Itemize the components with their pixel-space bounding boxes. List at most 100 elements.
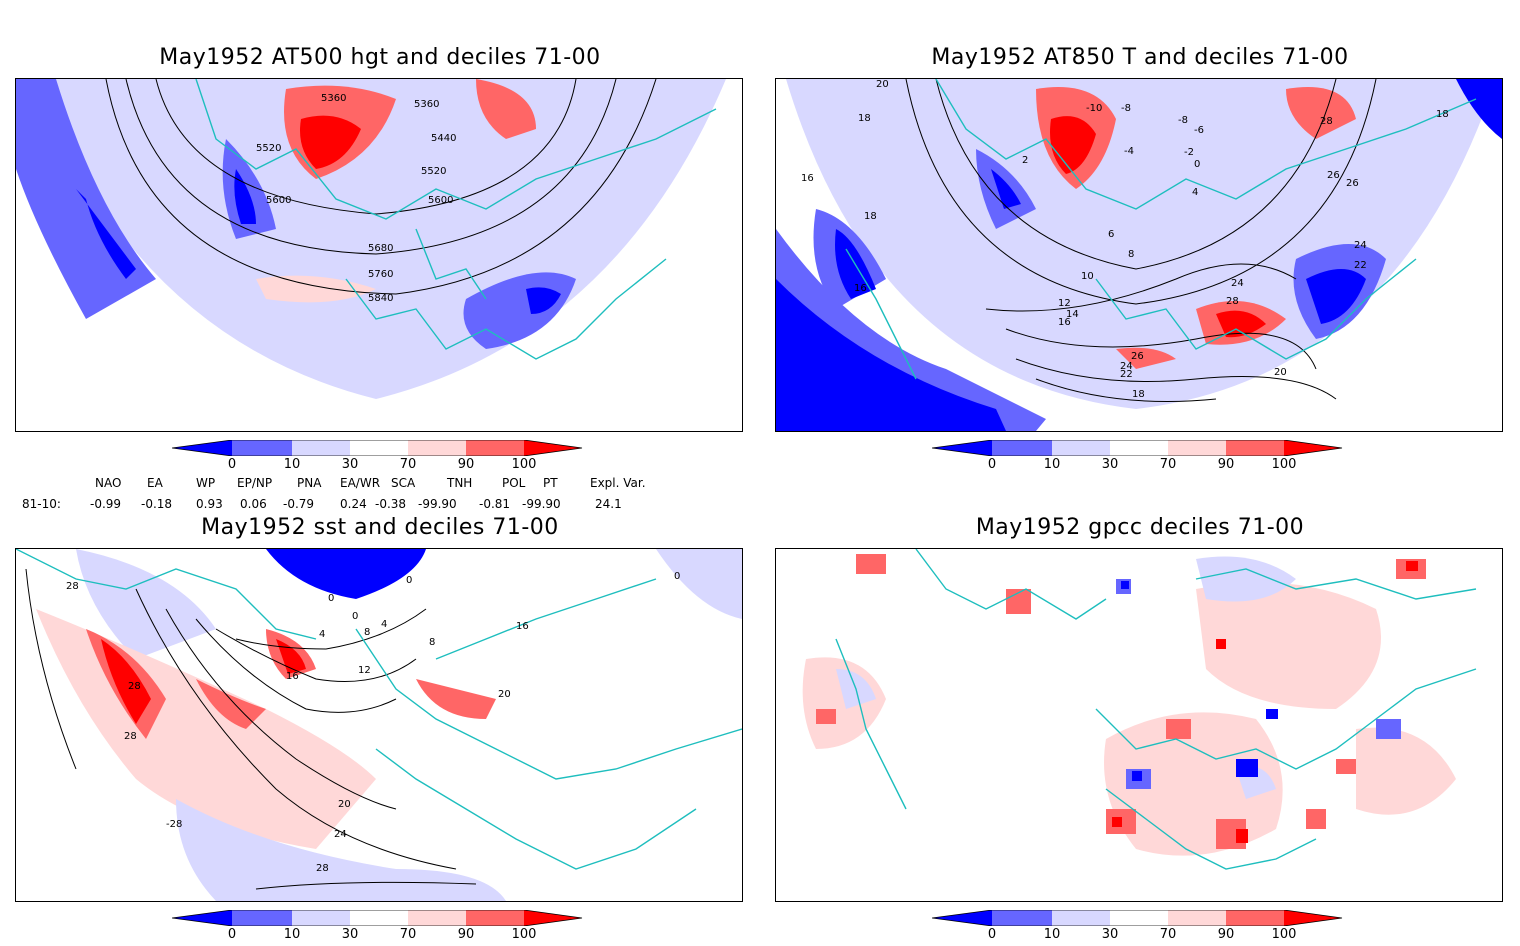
- map-at850-svg: 20 18 16 18 16 2 -10 -8 -8 -6 -4 -2 0 4 …: [776, 79, 1502, 431]
- index-header: SCA: [391, 476, 416, 490]
- colorbar-label: 90: [1217, 927, 1235, 942]
- index-value: -0.38: [375, 497, 407, 511]
- index-value: 24.1: [595, 497, 622, 511]
- panel-title-at850: May1952 AT850 T and deciles 71-00: [931, 45, 1349, 70]
- colorbar-label: 0: [227, 457, 237, 472]
- contour-label: 5440: [431, 133, 456, 144]
- contour-label: 26: [1327, 170, 1340, 181]
- index-value: -0.18: [141, 497, 173, 511]
- colorbar-label: 70: [1159, 927, 1177, 942]
- colorbar-label: 90: [457, 927, 475, 942]
- contour-label: 10: [1081, 271, 1094, 282]
- contour-label: 16: [516, 621, 529, 632]
- contour-label: 5520: [256, 143, 281, 154]
- contour-label: 28: [124, 731, 137, 742]
- contour-label: 5520: [421, 166, 446, 177]
- colorbar-label: 30: [1101, 457, 1119, 472]
- colorbar-label: 100: [1271, 457, 1297, 472]
- contour-label: 18: [1132, 389, 1145, 400]
- map-gpcc: [775, 548, 1503, 902]
- contour-label: 26: [1346, 178, 1359, 189]
- contour-label: 28: [1320, 116, 1333, 127]
- contour-label: 28: [66, 581, 79, 592]
- contour-label: -10: [1086, 103, 1102, 114]
- contour-label: 20: [876, 79, 889, 90]
- contour-label: 22: [1354, 260, 1367, 271]
- contour-label: 20: [1274, 367, 1287, 378]
- contour-label: -6: [1194, 125, 1204, 136]
- contour-label: 20: [338, 799, 351, 810]
- contour-label: 0: [352, 611, 358, 622]
- contour-label: 5760: [368, 269, 393, 280]
- contour-label: 0: [674, 571, 680, 582]
- index-value: 0.93: [196, 497, 223, 511]
- contour-label: 24: [1354, 240, 1367, 251]
- map-sst-svg: 28 28 28 28 24 20 16 12 8 4 0 0 4 8 0 16…: [16, 549, 742, 901]
- contour-label: 0: [1194, 159, 1200, 170]
- contour-label: 5600: [428, 195, 453, 206]
- index-value: -0.79: [283, 497, 315, 511]
- contour-label: 5600: [266, 195, 291, 206]
- contour-label: -8: [1121, 103, 1131, 114]
- colorbar-label: 0: [987, 457, 997, 472]
- index-header: PNA: [297, 476, 322, 490]
- colorbar-label: 10: [1043, 927, 1061, 942]
- index-value: -99.90: [522, 497, 561, 511]
- colorbar-label: 30: [341, 927, 359, 942]
- index-header: PT: [543, 476, 558, 490]
- colorbar-label: 70: [1159, 457, 1177, 472]
- colorbar-label: 100: [511, 927, 537, 942]
- colorbar-label: 10: [283, 927, 301, 942]
- index-value: -0.99: [90, 497, 122, 511]
- map-at500-svg: 5360 5360 5440 5520 5520 5600 5600 5680 …: [16, 79, 742, 431]
- contour-label: 0: [406, 575, 412, 586]
- index-header: EA: [147, 476, 163, 490]
- contour-label: 18: [858, 113, 871, 124]
- colorbar-label: 0: [227, 927, 237, 942]
- index-header: WP: [196, 476, 216, 490]
- contour-label: 0: [328, 593, 334, 604]
- map-at850-t: 20 18 16 18 16 2 -10 -8 -8 -6 -4 -2 0 4 …: [775, 78, 1503, 432]
- contour-label: 28: [1226, 296, 1239, 307]
- index-value: -0.81: [479, 497, 511, 511]
- colorbar-label: 70: [399, 927, 417, 942]
- teleconnection-index-table: NAO EA WP EP/NP PNA EA/WR SCA TNH POL PT…: [0, 472, 700, 512]
- contour-label: 24: [1231, 278, 1244, 289]
- contour-label: 18: [1436, 109, 1449, 120]
- index-header: POL: [502, 476, 526, 490]
- colorbar-svg: [931, 439, 1343, 457]
- contour-label: 28: [316, 863, 329, 874]
- contour-label: 8: [364, 627, 370, 638]
- contour-label: 4: [1192, 187, 1198, 198]
- contour-label: -2: [1184, 147, 1194, 158]
- colorbar-svg: [171, 909, 583, 927]
- contour-label: 18: [864, 211, 877, 222]
- contour-label: 20: [498, 689, 511, 700]
- contour-label: 6: [1108, 229, 1114, 240]
- colorbar-p4: 0 10 30 70 90 100: [931, 909, 1352, 946]
- contour-label: 5360: [321, 93, 346, 104]
- colorbar-label: 10: [1043, 457, 1061, 472]
- contour-label: 8: [429, 637, 435, 648]
- index-header: NAO: [95, 476, 122, 490]
- colorbar-svg: [171, 439, 583, 457]
- colorbar-label: 90: [457, 457, 475, 472]
- panel-title-gpcc: May1952 gpcc deciles 71-00: [975, 515, 1305, 540]
- index-value: 0.24: [340, 497, 367, 511]
- contour-label: 16: [286, 671, 299, 682]
- contour-label: 5840: [368, 293, 393, 304]
- contour-label: 8: [1128, 249, 1134, 260]
- colorbar-p3: 0 10 30 70 90 100: [171, 909, 592, 946]
- map-sst: 28 28 28 28 24 20 16 12 8 4 0 0 4 8 0 16…: [15, 548, 743, 902]
- map-at500-hgt: 5360 5360 5440 5520 5520 5600 5600 5680 …: [15, 78, 743, 432]
- contour-label: 22: [1120, 369, 1133, 380]
- contour-label: 12: [358, 665, 371, 676]
- contour-label: 16: [1058, 317, 1071, 328]
- colorbar-svg: [931, 909, 1343, 927]
- contour-label: 4: [319, 629, 325, 640]
- colorbar-label: 0: [987, 927, 997, 942]
- panel-title-sst: May1952 sst and deciles 71-00: [201, 515, 559, 540]
- index-header: EA/WR: [340, 476, 381, 490]
- colorbar-p2: 0 10 30 70 90 100: [931, 439, 1352, 476]
- index-header: EP/NP: [237, 476, 273, 490]
